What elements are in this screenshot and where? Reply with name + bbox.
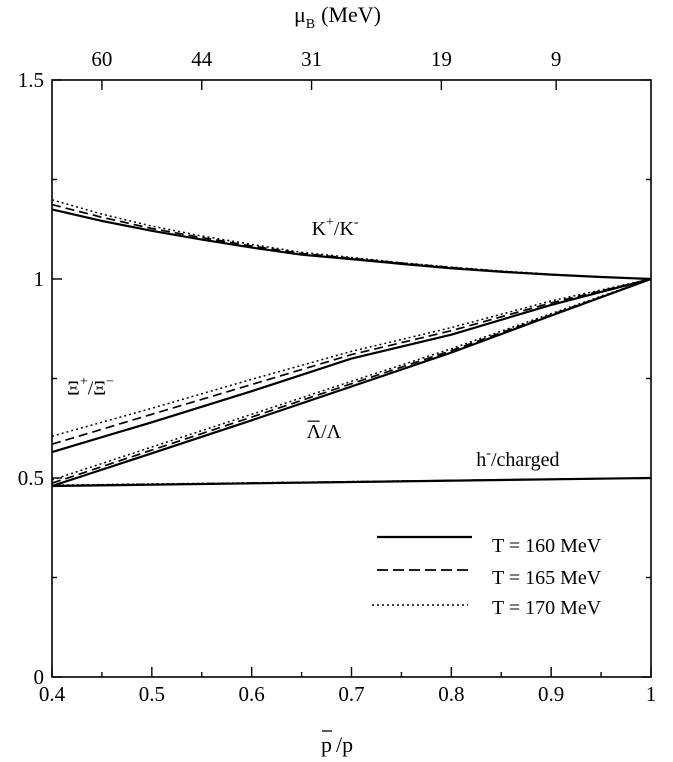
legend: T = 160 MeV T = 165 MeV T = 170 MeV [372, 535, 602, 619]
svg-text:Λ/Λ: Λ/Λ [307, 421, 342, 443]
top-tick-label: 44 [191, 47, 213, 71]
top-axis-mu: μ [294, 2, 306, 27]
x-tick-label: 0.6 [239, 682, 265, 706]
anno-xi-sup2: − [106, 374, 114, 389]
series-line [51, 277, 652, 454]
x-tick-label: 0.7 [338, 682, 364, 706]
annotation-lambda-ratio: Λ/Λ [307, 420, 342, 443]
series-layer [51, 199, 652, 488]
annotation-hminus-ratio: h-/charged [476, 446, 559, 471]
tick-labels: 0.4 0.5 0.6 0.7 0.8 0.9 1 0 0.5 1 1.5 60 44 31 19 9 [18, 47, 657, 706]
series-line [51, 477, 652, 487]
top-axis-unit: (MeV) [321, 2, 381, 27]
x-axis-title-pbar: p [321, 732, 332, 757]
anno-h-sup: - [486, 446, 491, 461]
legend-label-170: T = 170 MeV [492, 597, 602, 619]
anno-kaon-main: K [312, 218, 327, 240]
top-tick-label: 60 [91, 47, 112, 71]
x-axis-title: p/p [321, 730, 353, 757]
legend-label-160: T = 160 MeV [492, 535, 602, 557]
y-tick-label: 0 [34, 665, 45, 689]
x-axis-title-sep: / [336, 732, 343, 757]
top-tick-label: 31 [301, 47, 322, 71]
top-tick-label: 19 [431, 47, 452, 71]
x-tick-label: 0.8 [438, 682, 464, 706]
x-tick-label: 1 [646, 682, 657, 706]
series-line [51, 278, 652, 481]
anno-xi-sup1: + [80, 374, 88, 389]
series-line [51, 199, 652, 280]
series-line [51, 203, 652, 280]
anno-lambda-bar: Λ [307, 421, 322, 443]
series-line [51, 278, 652, 485]
top-tick-label: 9 [551, 47, 562, 71]
anno-h-rest: /charged [491, 449, 559, 471]
top-axis-sub: B [306, 17, 315, 32]
x-tick-label: 0.9 [538, 682, 564, 706]
y-tick-label: 0.5 [18, 466, 44, 490]
anno-kaon-sep: /K [334, 218, 355, 240]
x-tick-label: 0.4 [39, 682, 66, 706]
y-tick-label: 1 [34, 267, 45, 291]
top-axis-title: μB (MeV) [294, 2, 381, 32]
annotation-xi-ratio: Ξ+/Ξ− [67, 374, 114, 399]
series-line [51, 278, 652, 446]
y-tick-label: 1.5 [18, 68, 44, 92]
x-axis-title-p: p [342, 732, 353, 757]
anno-kaon-sup1: + [326, 215, 334, 230]
anno-xi-sep: /Ξ [88, 377, 106, 399]
svg-text:p/p: p/p [321, 732, 353, 757]
x-tick-label: 0.5 [139, 682, 165, 706]
tick-marks [51, 79, 652, 678]
anno-xi-main: Ξ [67, 377, 80, 399]
annotation-kaon-ratio: K+/K- [312, 215, 359, 240]
anno-h-main: h [476, 449, 486, 471]
anno-kaon-sup2: - [354, 215, 359, 230]
anno-lambda-sep: /Λ [321, 421, 342, 443]
legend-label-165: T = 165 MeV [492, 567, 602, 589]
series-line [51, 278, 652, 437]
